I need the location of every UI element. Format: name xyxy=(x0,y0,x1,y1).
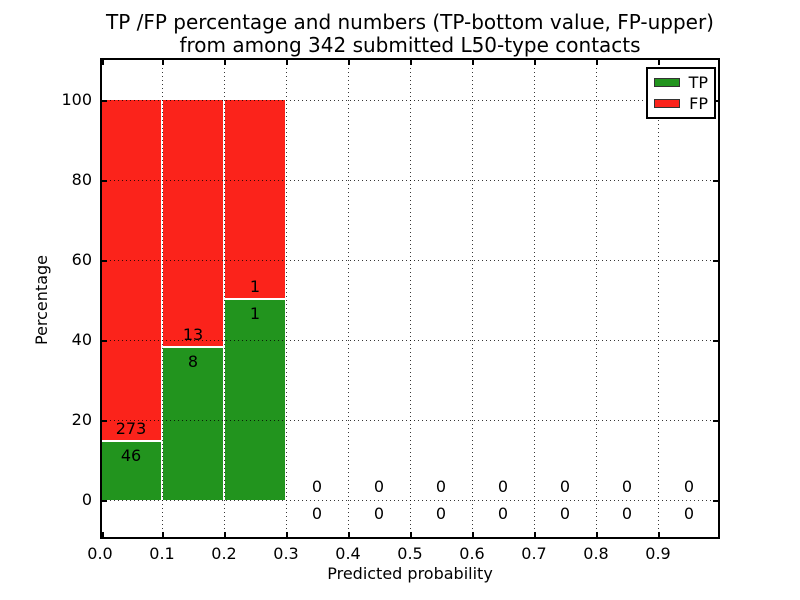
bar-count-label-fp: 0 xyxy=(311,477,323,496)
y-tick-label: 60 xyxy=(71,250,92,269)
x-tick-label: 0.4 xyxy=(335,544,361,563)
x-tick-mark xyxy=(472,60,474,65)
bar-count-label-tp: 0 xyxy=(683,504,695,523)
y-tick-mark xyxy=(713,500,718,502)
bar-count-label-tp: 46 xyxy=(120,446,142,465)
chart-title-line1: TP /FP percentage and numbers (TP-bottom… xyxy=(106,10,714,34)
y-tick-mark xyxy=(102,500,107,502)
gridline-x-0.7 xyxy=(534,60,535,537)
x-tick-mark xyxy=(472,532,474,537)
x-tick-mark xyxy=(534,60,536,65)
x-tick-mark xyxy=(658,60,660,65)
y-tick-mark xyxy=(102,260,107,262)
x-tick-label: 0.3 xyxy=(273,544,299,563)
legend-item-fp: FP xyxy=(654,93,708,114)
x-tick-mark xyxy=(286,60,288,65)
bar-count-label-tp: 0 xyxy=(497,504,509,523)
y-tick-mark xyxy=(102,420,107,422)
bar-count-label-tp: 0 xyxy=(435,504,447,523)
x-tick-label: 0.0 xyxy=(87,544,113,563)
y-tick-label: 20 xyxy=(71,410,92,429)
x-tick-mark xyxy=(224,60,226,65)
x-tick-mark xyxy=(102,532,104,537)
x-tick-label: 0.1 xyxy=(149,544,175,563)
bar-fp-segment xyxy=(102,100,161,440)
legend-item-tp: TP xyxy=(654,72,708,93)
gridline-x-0.2 xyxy=(224,60,225,537)
gridline-x-0.4 xyxy=(348,60,349,537)
bar-count-label-fp: 0 xyxy=(559,477,571,496)
bar-fp-segment xyxy=(163,100,223,346)
x-tick-mark xyxy=(162,60,164,65)
x-tick-label: 0.9 xyxy=(645,544,671,563)
legend-label-fp: FP xyxy=(689,93,708,113)
x-tick-mark xyxy=(410,532,412,537)
legend-label-tp: TP xyxy=(688,72,708,92)
bar-tp-segment xyxy=(163,348,223,500)
gridline-x-0.9 xyxy=(658,60,659,537)
x-tick-mark xyxy=(348,60,350,65)
y-tick-label: 0 xyxy=(81,490,92,509)
bar-tp-segment xyxy=(102,442,161,500)
x-tick-mark xyxy=(348,532,350,537)
x-tick-mark xyxy=(534,532,536,537)
y-tick-mark xyxy=(713,180,718,182)
x-tick-mark xyxy=(596,532,598,537)
legend: TP FP xyxy=(646,67,716,119)
bar-count-label-tp: 1 xyxy=(249,304,261,323)
legend-swatch-fp-icon xyxy=(654,99,681,108)
bar-tp-segment xyxy=(225,300,285,500)
legend-swatch-tp-icon xyxy=(654,78,680,87)
y-tick-label: 40 xyxy=(71,330,92,349)
bar-count-label-tp: 0 xyxy=(559,504,571,523)
gridline-x-0.1 xyxy=(162,60,163,537)
bar-count-label-tp: 0 xyxy=(311,504,323,523)
bar-count-label-fp: 0 xyxy=(683,477,695,496)
bar-count-label-tp: 0 xyxy=(373,504,385,523)
y-tick-mark xyxy=(713,260,718,262)
y-tick-mark xyxy=(102,180,107,182)
plot-area: TP FP 273 46 13 8 1 1 0 0 0 0 0 0 0 0 0 0 0 0 0 0 xyxy=(100,58,720,539)
bar-count-label-fp: 0 xyxy=(497,477,509,496)
bar-count-label-tp: 0 xyxy=(621,504,633,523)
chart-title-line2: from among 342 submitted L50-type contac… xyxy=(179,33,641,57)
x-tick-mark xyxy=(224,532,226,537)
bar-count-label-fp: 1 xyxy=(249,277,261,296)
bar-count-label-fp: 273 xyxy=(115,419,147,438)
x-tick-label: 0.7 xyxy=(521,544,547,563)
x-tick-mark xyxy=(286,532,288,537)
y-tick-label: 80 xyxy=(71,170,92,189)
gridline-x-0.6 xyxy=(472,60,473,537)
gridline-x-0.3 xyxy=(286,60,287,537)
x-tick-mark xyxy=(102,60,104,65)
y-tick-mark xyxy=(102,100,107,102)
y-tick-mark xyxy=(102,340,107,342)
x-tick-label: 0.2 xyxy=(211,544,237,563)
y-tick-mark xyxy=(713,340,718,342)
x-tick-label: 0.5 xyxy=(397,544,423,563)
x-tick-label: 0.6 xyxy=(459,544,485,563)
bar-count-label-fp: 0 xyxy=(373,477,385,496)
x-tick-mark xyxy=(162,532,164,537)
x-tick-mark xyxy=(410,60,412,65)
x-tick-mark xyxy=(596,60,598,65)
bar-count-label-fp: 0 xyxy=(621,477,633,496)
chart-title: TP /FP percentage and numbers (TP-bottom… xyxy=(100,11,720,57)
y-tick-mark xyxy=(713,420,718,422)
gridline-x-0.5 xyxy=(410,60,411,537)
bar-count-label-tp: 8 xyxy=(187,352,199,371)
bar-fp-segment xyxy=(225,100,285,298)
x-tick-label: 0.8 xyxy=(583,544,609,563)
gridline-x-0.8 xyxy=(596,60,597,537)
bar-count-label-fp: 13 xyxy=(182,325,204,344)
y-tick-label: 100 xyxy=(61,90,92,109)
x-tick-mark xyxy=(658,532,660,537)
bar-count-label-fp: 0 xyxy=(435,477,447,496)
x-axis-label: Predicted probability xyxy=(327,564,493,583)
